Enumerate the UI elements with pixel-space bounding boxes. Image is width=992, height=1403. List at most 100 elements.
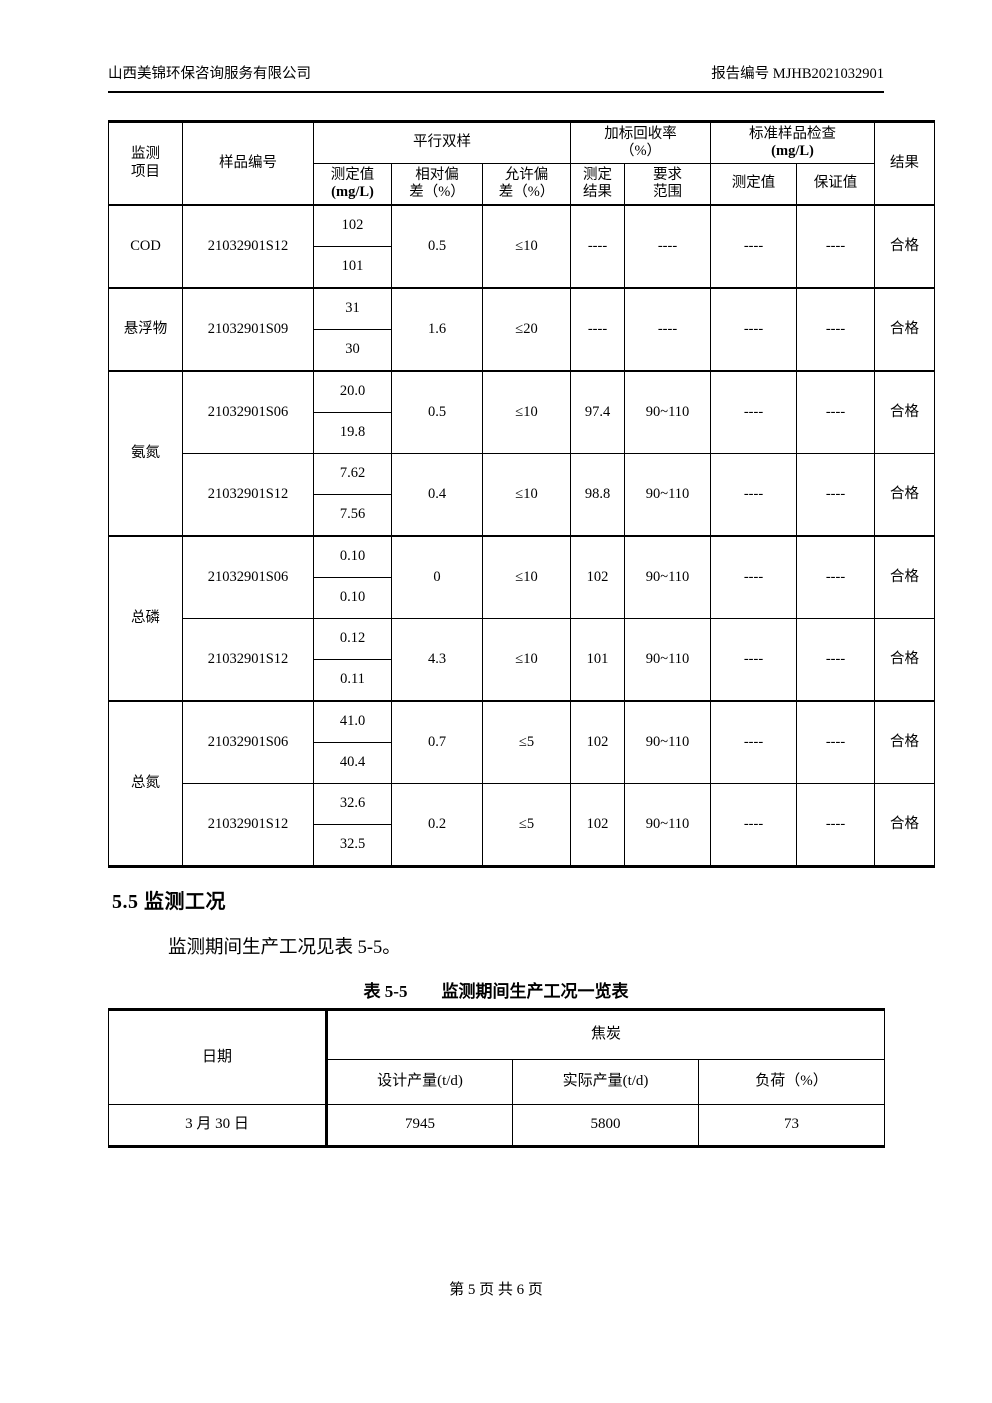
- cell-sample-no: 21032901S09: [182, 287, 314, 372]
- cell-result: 合格: [874, 204, 935, 289]
- cell-measured-value: 40.4: [313, 742, 392, 784]
- cell-monitor-item: COD: [108, 204, 183, 289]
- cell-design-output: 7945: [326, 1104, 513, 1148]
- table-row: 7.56: [109, 494, 935, 537]
- header-product: 焦炭: [325, 1008, 886, 1060]
- header-std-guaranteed: 保证值: [796, 163, 875, 206]
- header-spike-recovery-group: 加标回收率 （%）: [570, 120, 711, 164]
- header-date: 日期: [108, 1008, 328, 1105]
- cell-sample-no: 21032901S12: [182, 783, 314, 868]
- cell-std-guaranteed: ----: [796, 453, 875, 537]
- cell-sample-no: 21032901S06: [182, 700, 314, 784]
- cell-monitor-item: 氨氮: [108, 370, 183, 537]
- cond-table-body: 3 月 30 日 7945 5800 73: [108, 1104, 886, 1148]
- cell-result: 合格: [874, 535, 935, 619]
- cell-spike-result: 101: [570, 618, 625, 702]
- cell-result: 合格: [874, 287, 935, 372]
- header-parallel-allow-dev: 允许偏 差（%）: [482, 163, 571, 206]
- cell-spike-range: ----: [624, 287, 711, 372]
- caption-label: 表 5-5: [363, 982, 408, 1001]
- cell-relative-deviation: 0.2: [391, 783, 483, 868]
- header-spike-line2: （%）: [619, 143, 662, 159]
- table-row: 总磷 21032901S06 0.10 0 ≤10 102 90~110 ---- ---- 合格: [108, 535, 935, 702]
- table-row: 21032901S12 32.6 0.2 ≤5 102 90~110 ---- ---- 合格: [109, 783, 935, 868]
- cell-measured-value: 0.10: [313, 535, 392, 578]
- table-row: 3 月 30 日 7945 5800 73: [108, 1104, 886, 1148]
- table-row: 0.11: [109, 659, 935, 702]
- cell-result: 合格: [874, 700, 935, 784]
- section-heading: 5.5 监测工况: [112, 891, 226, 913]
- cell-spike-result: 102: [570, 535, 625, 619]
- cell-sample-no: 21032901S06: [182, 370, 314, 454]
- cell-allowed-deviation: ≤10: [482, 535, 571, 619]
- cell-sample-no: 21032901S12: [182, 453, 314, 537]
- cell-spike-range: 90~110: [624, 783, 711, 868]
- cell-measured-value: 7.56: [313, 494, 392, 537]
- header-spike-result: 测定 结果: [570, 163, 625, 206]
- cell-relative-deviation: 4.3: [391, 618, 483, 702]
- cell-monitor-item: 总氮: [108, 700, 183, 868]
- header-design-output: 设计产量(t/d): [326, 1059, 513, 1105]
- cell-std-guaranteed: ----: [796, 287, 875, 372]
- cell-std-guaranteed: ----: [796, 618, 875, 702]
- header-item-line1: 监测: [131, 146, 160, 163]
- header-spike-range-line2: 范围: [653, 184, 682, 200]
- cell-date: 3 月 30 日: [108, 1104, 328, 1148]
- cell-relative-deviation: 0.4: [391, 453, 483, 537]
- cell-std-guaranteed: ----: [796, 204, 875, 289]
- cell-monitor-item: 总磷: [108, 535, 183, 702]
- header-parallel-measured-line2: (mg/L): [331, 184, 374, 200]
- cell-measured-value: 7.62: [313, 453, 392, 495]
- header-spike-range-line1: 要求: [653, 166, 682, 183]
- cell-spike-range: 90~110: [624, 535, 711, 619]
- cell-spike-result: 98.8: [570, 453, 625, 537]
- table-row: 40.4: [109, 742, 935, 784]
- cell-allowed-deviation: ≤10: [482, 204, 571, 289]
- cell-relative-deviation: 0: [391, 535, 483, 619]
- header-spike-result-line1: 测定: [583, 166, 612, 183]
- header-spike-result-line2: 结果: [583, 184, 612, 200]
- table-row: 总氮 21032901S06 41.0 0.7 ≤5 102 90~110 ---- ---- 合…: [108, 700, 935, 868]
- cell-spike-result: 97.4: [570, 370, 625, 454]
- table-caption: 表 5-5 监测期间生产工况一览表: [108, 977, 884, 1002]
- cell-std-measured: ----: [710, 700, 797, 784]
- cell-measured-value: 102: [313, 204, 392, 247]
- cell-std-measured: ----: [710, 453, 797, 537]
- cell-std-guaranteed: ----: [796, 700, 875, 784]
- qc-results-table: 监测 项目 样品编号 平行双样 加标回收率 （%） 标准样品检查 (mg/L) …: [108, 120, 935, 868]
- cell-allowed-deviation: ≤10: [482, 370, 571, 454]
- page-footer: 第 5 页 共 6 页: [0, 1278, 992, 1299]
- header-result: 结果: [874, 120, 935, 206]
- cell-measured-value: 32.6: [313, 783, 392, 825]
- cell-measured-value: 19.8: [313, 412, 392, 454]
- cell-relative-deviation: 1.6: [391, 287, 483, 372]
- cell-result: 合格: [874, 370, 935, 454]
- cell-spike-result: 102: [570, 700, 625, 784]
- table-row: 101: [109, 246, 935, 289]
- table-row: 21032901S12 7.62 0.4 ≤10 98.8 90~110 ---- ---- 合…: [109, 453, 935, 537]
- cell-result: 合格: [874, 783, 935, 868]
- cell-spike-range: 90~110: [624, 453, 711, 537]
- cell-spike-result: ----: [570, 287, 625, 372]
- cell-measured-value: 0.10: [313, 577, 392, 619]
- cell-measured-value: 20.0: [313, 370, 392, 413]
- header-spike-line1: 加标回收率: [604, 125, 677, 142]
- company-name: 山西美锦环保咨询服务有限公司: [108, 66, 311, 82]
- qc-table-body: COD 21032901S12 102 0.5 ≤10 ---- ---- ---- ---- 合…: [108, 204, 935, 868]
- header-load: 负荷（%）: [697, 1059, 886, 1105]
- header-std-line1: 标准样品检查: [749, 125, 836, 142]
- table-row: 氨氮 21032901S06 20.0 0.5 ≤10 97.4 90~110 ---- ---…: [108, 370, 935, 537]
- header-parallel-group: 平行双样: [313, 120, 571, 164]
- section-paragraph: 监测期间生产工况见表 5-5。: [168, 938, 401, 958]
- cell-monitor-item: 悬浮物: [108, 287, 183, 372]
- header-spike-range: 要求 范围: [624, 163, 711, 206]
- header-std-measured: 测定值: [710, 163, 797, 206]
- cell-spike-result: 102: [570, 783, 625, 868]
- cell-spike-result: ----: [570, 204, 625, 289]
- header-sample-no: 样品编号: [182, 120, 314, 206]
- cell-spike-range: 90~110: [624, 618, 711, 702]
- table-row: 0.10: [109, 577, 935, 619]
- table-row: 32.5: [109, 824, 935, 868]
- header-parallel-measured-line1: 测定值: [330, 166, 375, 183]
- cell-std-measured: ----: [710, 535, 797, 619]
